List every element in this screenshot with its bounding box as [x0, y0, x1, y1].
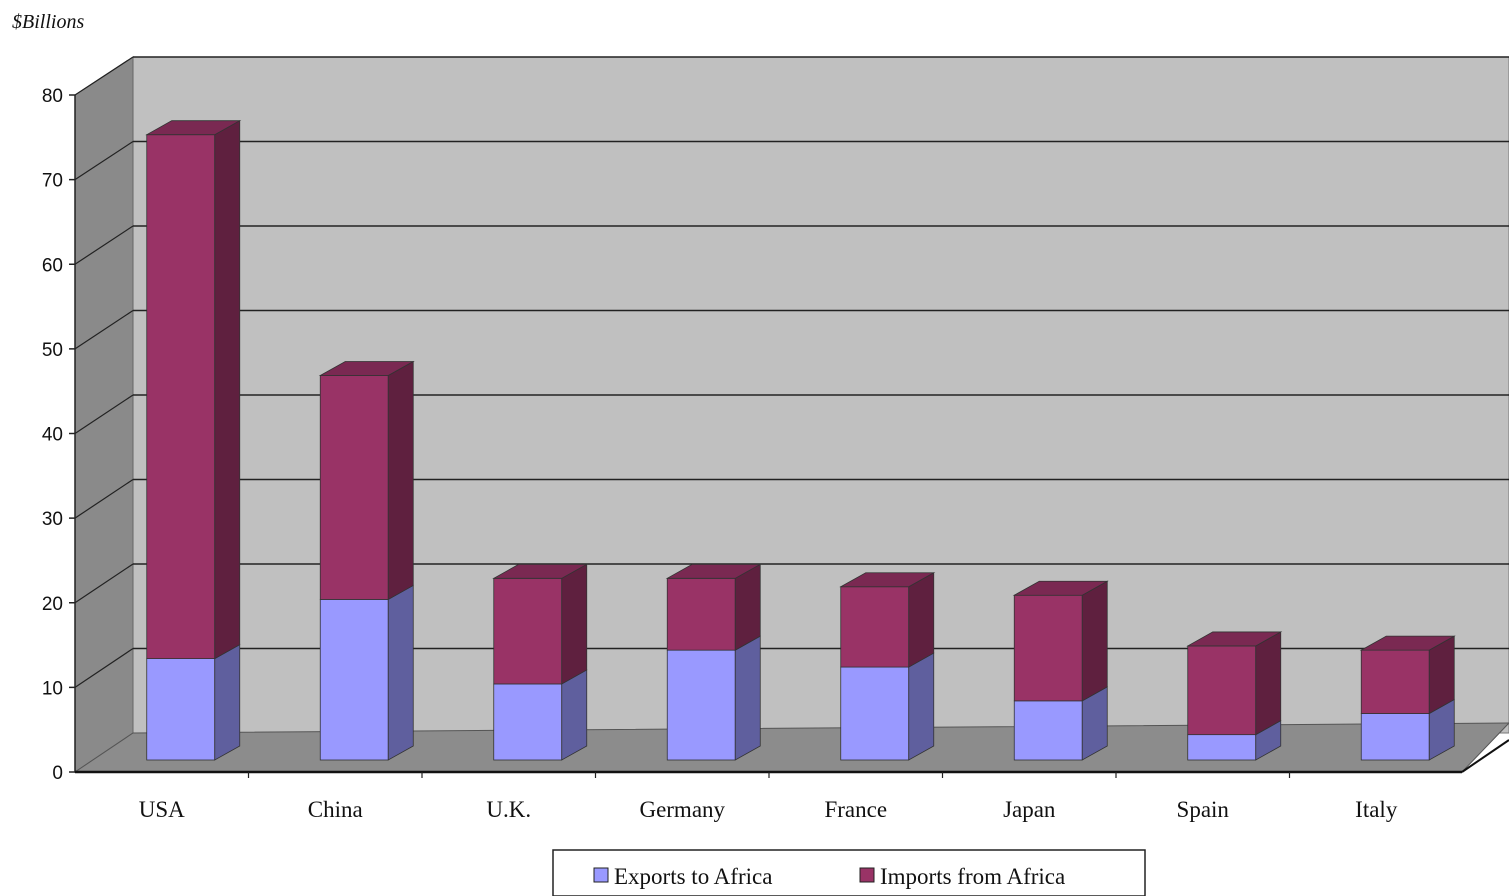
bar-side-China-1 [387, 360, 414, 601]
bar-side-USA-0 [214, 643, 241, 761]
bar-top-Italy [1359, 635, 1456, 651]
gridline-side [74, 479, 134, 519]
gridline-side [74, 394, 134, 434]
bar-side-Germany-1 [734, 563, 761, 651]
bar-front-Germany-0 [666, 649, 736, 761]
bar-front-Italy-1 [1360, 649, 1430, 714]
bar-front-U.K.-1 [493, 577, 563, 685]
bar-front-U.K.-0 [493, 683, 563, 761]
bar-side-U.K.-0 [561, 669, 588, 761]
y-tick-label: 40 [42, 425, 63, 446]
bar-top-Germany [665, 563, 762, 579]
x-axis-depth-line [1461, 739, 1509, 773]
y-tick-label: 70 [42, 171, 63, 192]
x-tick-label-USA: USA [139, 797, 185, 822]
bar-front-Japan-0 [1013, 700, 1083, 761]
gridline-side [74, 56, 134, 96]
y-tick-label: 20 [42, 594, 63, 615]
chart-walls [73, 56, 1509, 773]
bar-side-Spain-1 [1255, 631, 1282, 736]
y-axis-label: $Billions [12, 11, 84, 33]
legend-label-exports: Exports to Africa [614, 864, 772, 889]
gridline-side [74, 563, 134, 604]
gridline-side [74, 309, 134, 350]
bar-side-USA-1 [214, 120, 241, 660]
bar-front-China-1 [319, 375, 389, 600]
legend-box [552, 849, 1146, 896]
gridline-side [74, 225, 134, 265]
gridline-side [74, 648, 134, 688]
bar-front-France-1 [840, 586, 910, 668]
y-tick-label: 30 [42, 509, 63, 530]
x-tick-label-China: China [308, 797, 363, 822]
bars [145, 120, 1456, 761]
bar-front-China-0 [319, 599, 389, 761]
legend-swatch-imports [859, 867, 875, 883]
bar-top-France [839, 572, 936, 588]
x-tick-label-Spain: Spain [1177, 797, 1230, 822]
x-tick-label-Japan: Japan [1003, 797, 1056, 822]
y-tick-label: 50 [42, 340, 63, 361]
legend: Exports to Africa Imports from Africa [552, 849, 1146, 896]
x-tick-label-U.K.: U.K. [486, 797, 531, 822]
bar-top-Japan [1012, 580, 1109, 596]
bar-front-Spain-0 [1187, 734, 1257, 761]
y-tick-label: 60 [42, 255, 63, 276]
gridline-side [74, 140, 134, 181]
y-tick-label: 10 [42, 678, 63, 699]
y-tick-label: 0 [52, 763, 63, 784]
bar-top-U.K. [492, 563, 589, 579]
bar-front-France-0 [840, 666, 910, 761]
bar-front-Spain-1 [1187, 645, 1257, 736]
bar-side-Japan-1 [1081, 580, 1108, 702]
bar-side-France-1 [908, 572, 935, 668]
bar-top-Spain [1186, 631, 1283, 647]
bar-front-Japan-1 [1013, 594, 1083, 702]
bar-side-Germany-0 [734, 635, 761, 761]
bar-side-China-0 [387, 584, 414, 761]
bar-front-USA-1 [146, 134, 216, 660]
legend-label-imports: Imports from Africa [880, 864, 1065, 889]
bar-side-France-0 [908, 652, 935, 761]
y-tick-label: 80 [42, 86, 63, 107]
bar-front-Italy-0 [1360, 713, 1430, 761]
y-axis: 0 10 20 30 40 50 60 70 80 [42, 86, 76, 784]
bar-top-China [318, 361, 415, 376]
bar-side-U.K.-1 [561, 563, 588, 685]
x-axis: USA China U.K. Germany France Japan Spain Italy [75, 739, 1509, 822]
legend-swatch-exports [593, 867, 609, 883]
bar-front-USA-0 [146, 658, 216, 761]
x-tick-label-Italy: Italy [1355, 797, 1398, 822]
x-tick-label-France: France [824, 797, 887, 822]
bar-front-Germany-1 [666, 577, 736, 651]
bar-top-USA [145, 120, 242, 136]
x-tick-label-Germany: Germany [639, 797, 725, 822]
